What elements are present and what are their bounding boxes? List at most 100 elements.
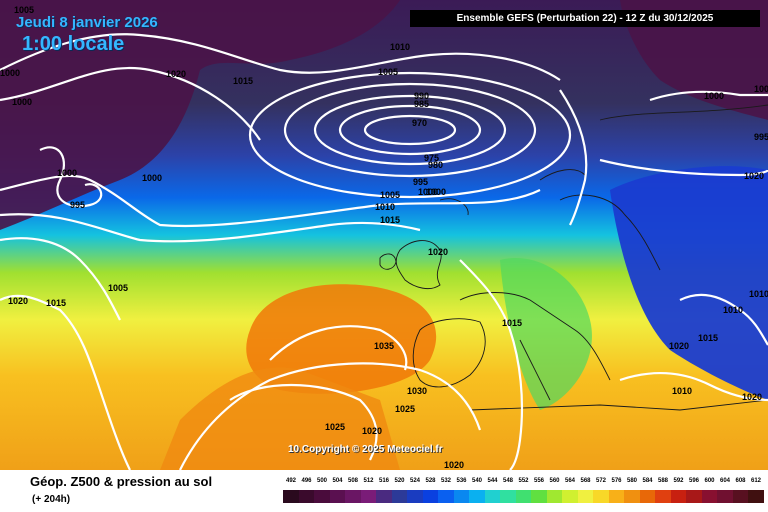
isobar-label: 1020 [428,247,448,257]
legend-label: 528 [425,478,436,484]
isobar-label: 1000 [0,68,20,78]
legend-swatch [531,490,547,503]
isobar-label: 995 [413,177,428,187]
legend-swatch [314,490,330,503]
isobar-label: 1025 [325,422,345,432]
isobar-label: 1010 [375,202,395,212]
legend-swatch [438,490,454,503]
legend-swatch [376,490,392,503]
legend-label: 580 [626,478,637,484]
isobar-labels: 1005 1000 1000 1020 1015 1010 1005 990 9… [0,5,768,470]
isobar-label: 1035 [374,341,394,351]
isobar-label: 1020 [444,460,464,470]
legend-swatch [329,490,346,503]
legend-swatch [407,490,423,503]
legend-label: 600 [704,478,715,484]
isobar-label: 975 [424,153,439,163]
legend-label: 500 [316,478,327,484]
isobar-label: 1020 [669,341,689,351]
isobar-label: 1000 [418,187,438,197]
isobar-label: 1015 [698,333,718,343]
forecast-map: 1005 1000 1000 1020 1015 1010 1005 990 9… [0,0,768,470]
legend-label: 588 [657,478,668,484]
legend-label: 524 [409,478,420,484]
legend-swatch [283,490,299,503]
legend-swatch [655,490,671,503]
field-title: Géop. Z500 & pression au sol [30,474,213,489]
legend-label: 608 [735,478,746,484]
legend-label: 556 [533,478,544,484]
legend-swatch [484,490,501,503]
geopotential-mid-band [500,258,592,410]
legend-label: 512 [363,478,374,484]
isobars [0,33,768,470]
isobar-label: 1005 [14,5,34,15]
legend-swatch [500,490,516,503]
isobar-label: 990 [414,91,429,101]
legend-swatch [453,490,470,503]
isobar-label: 985 [414,99,429,109]
forecast-hour: (+ 204h) [32,494,71,505]
geopotential-high-region [246,284,437,394]
legend-label: 552 [518,478,529,484]
isobar-label: 995 [754,132,768,142]
copyright-watermark: 10.Copyright © 2025 Meteociel.fr [288,444,443,455]
isobar-label: 1015 [233,76,253,86]
legend-swatch [562,490,578,503]
isobar-label: 1020 [166,69,186,79]
legend-label: 560 [549,478,560,484]
legend-swatch [639,490,656,503]
legend-swatch [608,490,625,503]
model-run-info: Ensemble GEFS (Perturbation 22) - 12 Z d… [410,10,760,27]
legend-label: 492 [285,478,296,484]
legend-label: 504 [332,478,343,484]
isobar-label: 995 [70,200,85,210]
isobar-label: 980 [428,160,443,170]
isobar-label: 970 [412,118,427,128]
legend-swatch [345,490,361,503]
legend-label: 564 [564,478,575,484]
legend-label: 576 [611,478,622,484]
legend-swatch [577,490,594,503]
legend-swatch [732,490,749,503]
legend-label: 592 [673,478,684,484]
legend-label: 516 [378,478,389,484]
legend-swatch [624,490,640,503]
valid-date: Jeudi 8 janvier 2026 [16,14,158,31]
legend-swatch [422,490,439,503]
legend-label: 548 [502,478,513,484]
legend-swatch [298,490,315,503]
isobar-label: 1000 [426,187,446,197]
isobar-label: 1015 [502,318,522,328]
legend-label: 496 [301,478,312,484]
geopotential-low-region [0,0,400,230]
isobar-label: 1015 [46,298,66,308]
legend-label: 584 [642,478,653,484]
legend-label: 508 [347,478,358,484]
geopotential-trough-east [610,166,768,400]
isobar-label: 1005 [108,283,128,293]
valid-local-time: 1:00 locale [22,33,125,55]
legend-label: 544 [487,478,498,484]
isobar-label: 1030 [407,386,427,396]
legend-swatch [748,490,764,503]
isobar-label: 1005 [378,67,398,77]
isobar-label: 1020 [362,426,382,436]
isobar-label: 1020 [8,296,28,306]
isobar-label: 1000 [57,168,77,178]
legend-label: 532 [440,478,451,484]
legend-swatch [360,490,377,503]
legend-label: 604 [719,478,730,484]
isobar-label: 1010 [390,42,410,52]
isobar-label: 1020 [742,392,762,402]
legend-swatch [546,490,563,503]
legend-swatch [469,490,485,503]
legend-swatch [670,490,687,503]
legend-label: 568 [580,478,591,484]
legend-swatch [391,490,408,503]
isobar-label: 1010 [723,305,743,315]
legend-swatch [515,490,532,503]
isobar-label: 1005 [380,190,400,200]
legend-swatch [593,490,609,503]
isobar-label: 1010 [672,386,692,396]
